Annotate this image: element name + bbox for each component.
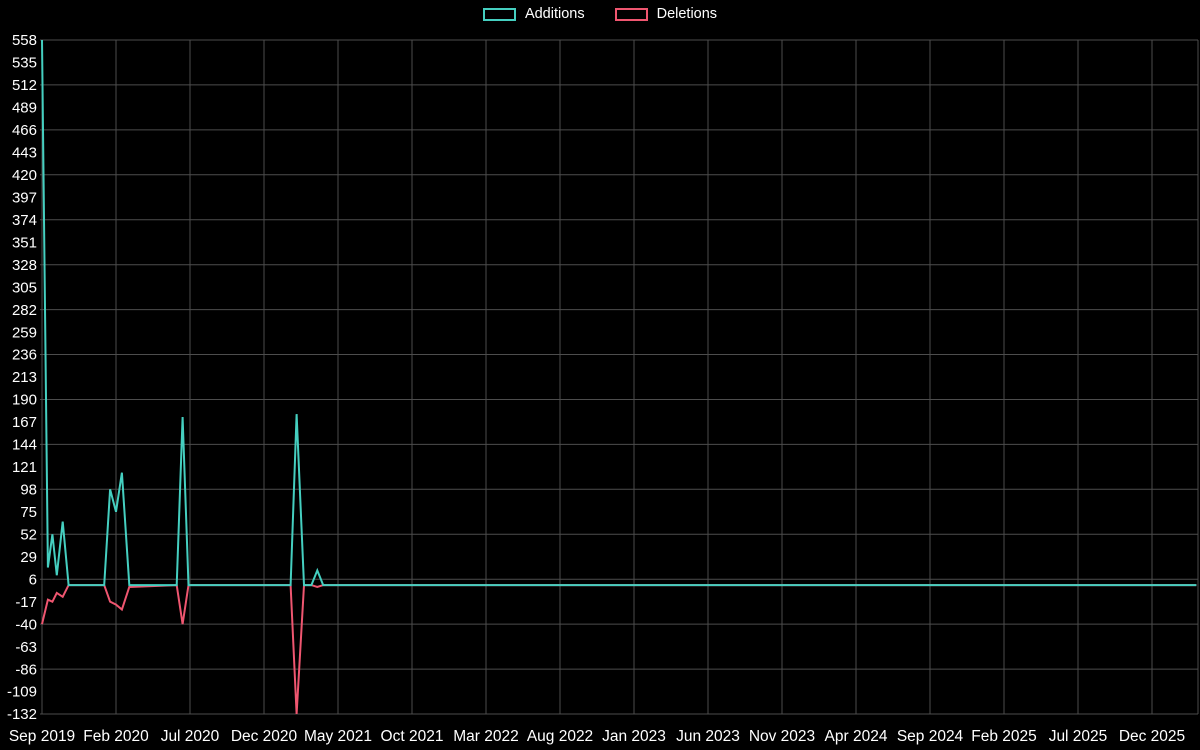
y-tick-label: 443 [12, 145, 37, 162]
x-tick-label: Jan 2023 [602, 728, 666, 745]
y-tick-label: 282 [12, 302, 37, 319]
x-tick-label: Feb 2020 [83, 728, 149, 745]
y-tick-label: 167 [12, 414, 37, 431]
x-tick-label: Dec 2025 [1119, 728, 1185, 745]
y-tick-label: 466 [12, 122, 37, 139]
y-tick-label: 351 [12, 234, 37, 251]
y-axis-labels: 558 535 512 489 466 443 420 397 374 351 328 305 282 2… [7, 32, 37, 723]
y-tick-label: -40 [15, 616, 37, 633]
x-tick-label: Sep 2019 [9, 728, 75, 745]
chart-legend: Additions Deletions [0, 7, 1200, 22]
additions-swatch-icon [482, 7, 516, 21]
x-tick-label: Jul 2020 [161, 728, 220, 745]
y-tick-label: 328 [12, 257, 37, 274]
legend-label-deletions: Deletions [656, 6, 718, 22]
y-tick-label: -132 [7, 706, 37, 723]
y-tick-label: 305 [12, 279, 37, 296]
x-tick-label: May 2021 [304, 728, 372, 745]
y-tick-label: 374 [12, 212, 37, 229]
legend-item-additions[interactable]: Additions [482, 6, 585, 22]
y-tick-label: 489 [12, 100, 37, 117]
x-tick-label: Mar 2022 [453, 728, 518, 745]
y-tick-label: 397 [12, 190, 37, 207]
y-tick-label: 236 [12, 347, 37, 364]
x-tick-label: Aug 2022 [527, 728, 593, 745]
y-tick-label: 558 [12, 32, 37, 49]
x-tick-label: Feb 2025 [971, 728, 1037, 745]
x-tick-label: Apr 2024 [825, 728, 888, 745]
legend-label-additions: Additions [524, 6, 585, 22]
y-tick-label: 259 [12, 324, 37, 341]
x-tick-label: Jun 2023 [676, 728, 740, 745]
additions-line [41, 39, 1197, 587]
y-tick-label: -86 [15, 661, 37, 678]
y-tick-label: 98 [20, 482, 37, 499]
deletions-swatch-icon [614, 7, 648, 21]
y-tick-label: 512 [12, 77, 37, 94]
y-tick-label: 535 [12, 55, 37, 72]
x-tick-label: Jul 2025 [1049, 728, 1108, 745]
y-tick-label: -109 [7, 684, 37, 701]
y-tick-label: 190 [12, 392, 37, 409]
x-tick-label: Sep 2024 [897, 728, 964, 745]
y-tick-label: -17 [15, 594, 37, 611]
y-tick-label: 75 [20, 504, 37, 521]
y-tick-label: 420 [12, 167, 37, 184]
chart-grid [40, 39, 1199, 715]
y-tick-label: 213 [12, 369, 37, 386]
y-tick-label: 121 [12, 459, 37, 476]
x-axis-labels: Sep 2019 Feb 2020 Jul 2020 Dec 2020 May 2021… [9, 728, 1185, 745]
y-tick-label: 6 [29, 571, 37, 588]
y-tick-label: 52 [20, 527, 37, 544]
x-tick-label: Oct 2021 [381, 728, 444, 745]
y-tick-label: -63 [15, 639, 37, 656]
deletions-line [41, 584, 1197, 715]
legend-item-deletions[interactable]: Deletions [614, 6, 718, 22]
y-tick-label: 144 [12, 437, 37, 454]
x-tick-label: Nov 2023 [749, 728, 815, 745]
y-tick-label: 29 [20, 549, 37, 566]
x-tick-label: Dec 2020 [231, 728, 298, 745]
